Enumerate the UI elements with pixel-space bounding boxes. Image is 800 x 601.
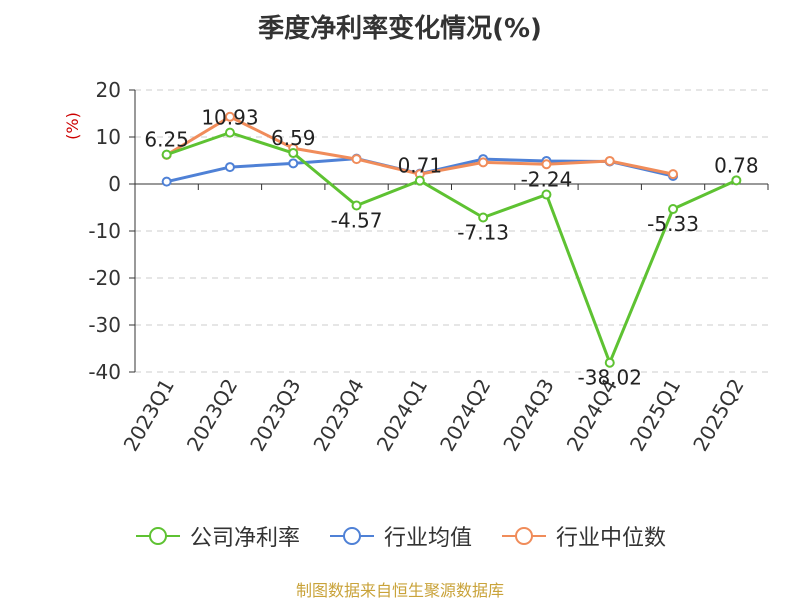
data-point	[351, 154, 362, 165]
legend-marker-icon	[502, 527, 546, 545]
legend-label: 行业均值	[383, 526, 472, 551]
data-point	[668, 169, 679, 180]
legend-marker-icon	[329, 527, 374, 545]
data-point	[731, 175, 742, 186]
data-point	[541, 189, 552, 200]
legend-item[interactable]: 行业均值	[328, 520, 472, 552]
x-tick-label: 2023Q2	[182, 375, 242, 456]
source-note: 制图数据来自恒生聚源数据库	[295, 581, 504, 600]
data-label: 0.78	[714, 153, 759, 177]
x-tick-label: 2025Q2	[688, 375, 748, 456]
y-tick-label: -20	[88, 266, 121, 290]
data-label: 6.59	[271, 126, 316, 150]
legend: 公司净利率 行业均值 行业中位数	[0, 520, 800, 552]
data-point	[668, 204, 679, 215]
series-line	[166, 131, 737, 365]
data-label: 6.25	[144, 128, 189, 152]
x-tick-label: 2024Q1	[372, 375, 432, 456]
data-label: 10.93	[201, 106, 258, 130]
data-label: -5.33	[647, 212, 699, 236]
y-axis-label: (%)	[63, 112, 82, 140]
data-point	[288, 148, 299, 159]
legend-item[interactable]: 公司净利率	[134, 520, 300, 552]
data-point	[541, 159, 552, 170]
y-tick-label: 20	[96, 78, 121, 102]
data-point	[161, 149, 172, 160]
data-point	[604, 155, 615, 166]
data-point	[224, 162, 235, 173]
data-point	[161, 176, 172, 187]
data-point	[288, 158, 299, 169]
data-label: 0.71	[398, 154, 443, 178]
data-label: -7.13	[457, 221, 509, 245]
y-tick-label: -40	[88, 360, 121, 384]
data-label: -2.24	[521, 168, 573, 192]
data-label: -4.57	[331, 208, 383, 232]
data-point	[224, 111, 235, 122]
data-point	[478, 157, 489, 168]
x-tick-label: 2023Q1	[119, 375, 179, 456]
legend-item[interactable]: 行业中位数	[500, 520, 666, 552]
y-tick-label: 10	[96, 125, 121, 149]
data-point	[604, 357, 615, 368]
data-point	[224, 127, 235, 138]
x-tick-label: 2024Q3	[498, 375, 558, 456]
legend-marker-icon	[135, 527, 180, 545]
x-tick-label: 2023Q4	[308, 375, 368, 456]
data-label: -38.02	[578, 366, 642, 390]
data-point	[351, 200, 362, 211]
data-point	[414, 175, 425, 186]
x-tick-label: 2023Q3	[245, 375, 305, 456]
y-tick-label: 0	[108, 172, 121, 196]
x-tick-label: 2024Q2	[435, 375, 495, 456]
y-tick-label: -30	[88, 313, 121, 337]
data-point	[478, 212, 489, 223]
y-tick-label: -10	[88, 219, 121, 243]
chart-title: 季度净利率变化情况(%)	[258, 14, 542, 44]
legend-label: 公司净利率	[189, 526, 300, 551]
legend-label: 行业中位数	[556, 526, 667, 551]
